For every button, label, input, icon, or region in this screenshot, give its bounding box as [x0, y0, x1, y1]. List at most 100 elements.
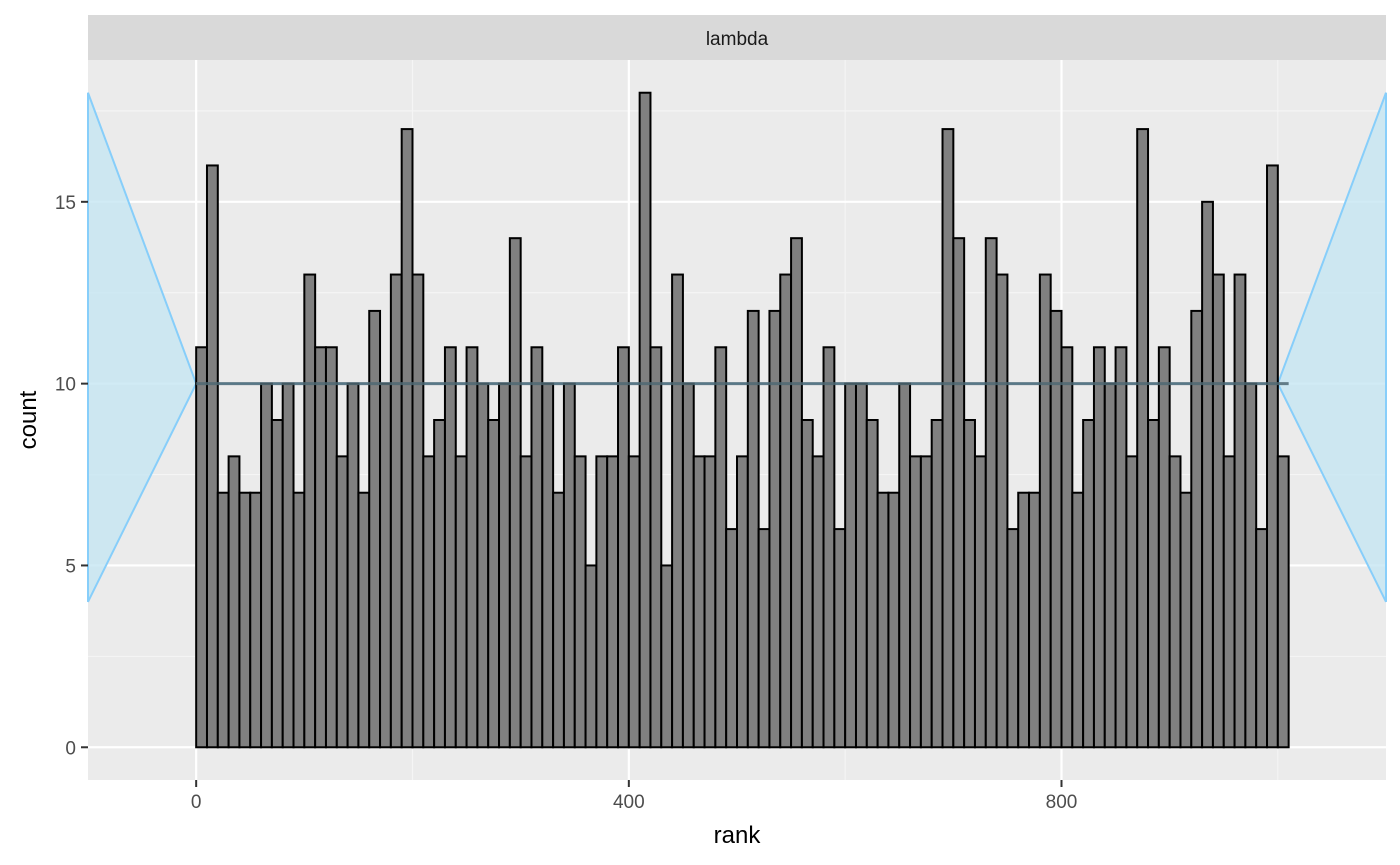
histogram-bar [1103, 382, 1117, 749]
histogram-bar [595, 455, 609, 749]
y-tick-label: 5 [65, 556, 76, 577]
histogram-bar [811, 455, 825, 749]
histogram-bar [746, 309, 760, 749]
histogram-bar [238, 491, 252, 749]
histogram-bar [357, 491, 371, 749]
histogram-bar [671, 273, 684, 749]
histogram-bar [1071, 491, 1085, 749]
histogram-bar [768, 309, 782, 749]
histogram-bar [865, 419, 879, 749]
histogram-bar [984, 237, 998, 749]
histogram-bar [1028, 491, 1041, 749]
histogram-bar [281, 382, 295, 749]
histogram-bar [454, 455, 468, 749]
histogram-bar [1266, 164, 1279, 749]
histogram-bar [368, 309, 382, 749]
histogram-bar [1276, 455, 1290, 749]
histogram-bar [779, 273, 793, 749]
histogram-bar [1168, 455, 1182, 749]
histogram-bar [270, 419, 284, 749]
histogram-bar [1211, 273, 1225, 749]
histogram-bar [995, 273, 1009, 749]
histogram-bar [422, 455, 436, 749]
facet-label: lambda [706, 29, 769, 50]
x-tick-label: 800 [1046, 792, 1078, 813]
histogram-bar [854, 382, 868, 749]
histogram-bar [638, 91, 652, 749]
histogram-bar [465, 346, 479, 749]
histogram-bar [249, 491, 263, 749]
y-tick-label: 15 [55, 193, 76, 214]
histogram-bar [1049, 309, 1063, 749]
histogram-bar [822, 346, 836, 749]
x-tick-label: 0 [191, 792, 202, 813]
histogram-bar [833, 528, 847, 749]
histogram-bar [1125, 455, 1139, 749]
histogram-bar [1114, 346, 1128, 749]
histogram-bar [681, 382, 695, 749]
histogram-bar [692, 455, 706, 749]
x-axis: 0 400 800 [191, 780, 1077, 813]
histogram-bar [292, 491, 306, 749]
histogram-bar [433, 419, 446, 749]
strip-background [88, 15, 1386, 60]
histogram-bar [1082, 419, 1095, 749]
histogram-bar [930, 419, 944, 749]
histogram-bar [346, 382, 360, 749]
x-tick-label: 400 [613, 792, 645, 813]
histogram-bar [898, 382, 912, 749]
histogram-bar [887, 491, 901, 749]
y-axis-title: count [15, 390, 42, 449]
histogram-bar [476, 382, 490, 749]
histogram-bar [573, 455, 587, 749]
histogram-bar [1136, 128, 1150, 749]
histogram-bar [1244, 382, 1258, 749]
histogram-bar [606, 455, 620, 749]
histogram-bar [736, 455, 749, 749]
histogram-bar [1092, 346, 1106, 749]
histogram-bar [844, 382, 857, 749]
histogram-bar [1190, 309, 1204, 749]
histogram-bar [1222, 455, 1236, 749]
histogram-bar [919, 455, 933, 749]
histogram-bar [335, 455, 349, 749]
bars [195, 91, 1290, 749]
histogram-bar [876, 491, 890, 749]
histogram-bar [963, 419, 976, 749]
histogram-bar [1060, 346, 1074, 749]
histogram-bar [1179, 491, 1193, 749]
x-axis-title: rank [714, 822, 762, 849]
histogram-bar [617, 346, 630, 749]
histogram-bar [1157, 346, 1171, 749]
histogram-bar [227, 455, 241, 749]
histogram-bar [324, 346, 338, 749]
histogram-bar [952, 237, 966, 749]
histogram-bar [725, 528, 739, 749]
histogram-bar [519, 455, 533, 749]
histogram-bar [1233, 273, 1247, 749]
histogram-bar [1017, 491, 1031, 749]
y-axis: 0 5 10 15 [55, 193, 88, 759]
histogram-bar [1255, 528, 1269, 749]
histogram-bar [314, 346, 327, 749]
histogram-bar [379, 382, 392, 749]
histogram-bar [389, 273, 403, 749]
histogram-bar [714, 346, 728, 749]
histogram-bar [216, 491, 230, 749]
histogram-bar [498, 382, 511, 749]
histogram-bar [584, 564, 598, 749]
y-tick-label: 10 [55, 375, 76, 396]
histogram-bar [487, 419, 501, 749]
histogram-bar [909, 455, 922, 749]
histogram-bar [541, 382, 555, 749]
histogram-bar [411, 273, 425, 749]
histogram-bar [1006, 528, 1020, 749]
y-tick-label: 0 [65, 738, 76, 759]
histogram-bar [443, 346, 457, 749]
histogram-bar [660, 564, 674, 749]
histogram-bar [649, 346, 663, 749]
histogram-bar [1147, 419, 1160, 749]
histogram-bar [941, 128, 955, 749]
histogram-bar [260, 382, 273, 749]
